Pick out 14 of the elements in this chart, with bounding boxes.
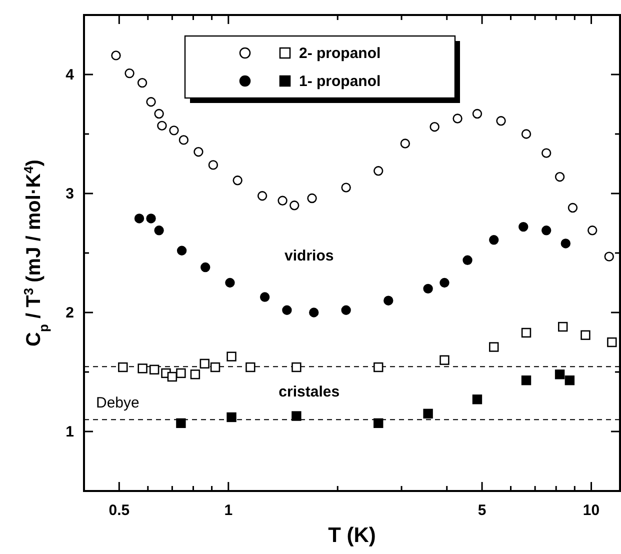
- y-tick-label: 1: [66, 424, 74, 440]
- annotation: vidrios: [284, 247, 334, 264]
- annotation: cristales: [278, 384, 340, 401]
- x-tick-label: 5: [478, 502, 486, 519]
- legend-label: 2- propanol: [299, 45, 381, 62]
- x-axis-title: T (K): [328, 524, 376, 547]
- x-tick-label: 1: [224, 502, 233, 519]
- ref-line-label: Debye: [96, 394, 140, 412]
- legend-label: 1- propanol: [299, 73, 381, 90]
- x-tick-label: 10: [582, 502, 600, 519]
- x-tick-label: 0.5: [108, 502, 130, 519]
- y-tick-label: 2: [66, 304, 74, 322]
- y-tick-label: 4: [66, 66, 75, 84]
- y-tick-label: 3: [66, 186, 74, 202]
